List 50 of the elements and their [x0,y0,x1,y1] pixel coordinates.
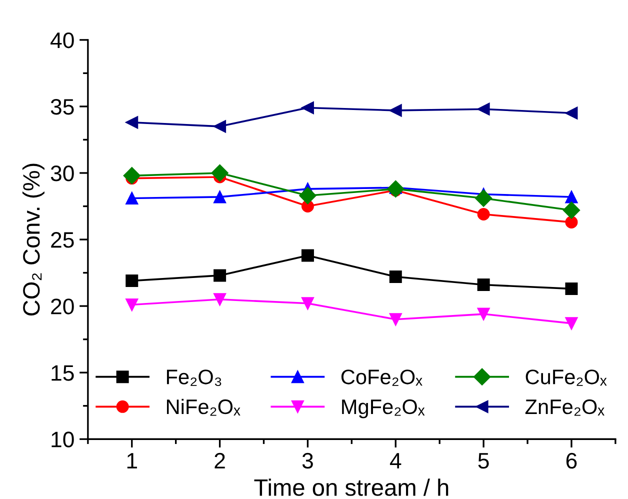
point [477,278,490,292]
legend-label: CoFe₂Oₓ [341,370,422,386]
point [562,202,580,219]
point [214,120,226,133]
point [477,102,490,116]
point [126,192,138,205]
y-tick-label: 10 [52,432,74,448]
x-tick-label: 3 [302,452,313,469]
point [565,216,578,228]
y-tick-label: 25 [51,232,74,248]
x-tick-label: 6 [566,452,577,469]
point [389,313,402,326]
y-tick-label: 20 [51,298,74,314]
point [565,317,578,330]
point [565,106,578,120]
legend-label: NiFe₂Oₓ [166,398,240,416]
x-tick-label: 4 [390,453,402,468]
point [211,164,228,182]
point [565,190,578,204]
legend-label: MgFe₂Oₓ [342,399,425,418]
point [301,249,314,262]
point [389,270,402,284]
point [475,190,492,207]
legend-label: CuFe₂Oₓ [526,370,607,386]
x-tick-label: 5 [478,453,489,469]
point [123,167,140,184]
x-axis-title: Time on stream / h [254,478,448,496]
y-axis-title: CO₂ Conv. (%) [22,164,44,316]
point [214,269,226,282]
point [299,187,316,204]
x-tick-label: 1 [127,453,137,468]
legend-label: ZnFe₂Oₓ [525,399,604,416]
x-tick-label: 2 [214,452,225,468]
point [565,282,578,296]
point [214,190,226,204]
point [389,104,402,117]
point [301,102,314,114]
legend-label: Fe₂O₃ [166,370,222,386]
point [126,116,138,129]
point [387,180,404,198]
point [126,274,138,288]
point [301,297,314,310]
point [477,208,490,220]
y-tick-label: 40 [50,32,74,48]
y-tick-label: 15 [52,365,74,381]
point [214,293,226,306]
y-tick-label: 35 [50,98,74,115]
point [477,308,490,320]
y-tick-label: 30 [50,166,74,182]
point [126,298,138,311]
